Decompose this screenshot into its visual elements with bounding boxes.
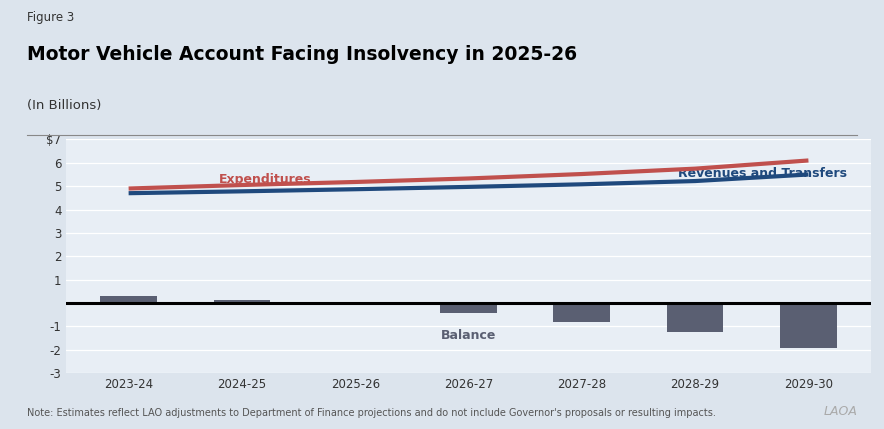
Text: Expenditures: Expenditures [219,173,312,186]
Text: Revenues and Transfers: Revenues and Transfers [678,167,847,180]
Text: Balance: Balance [441,329,496,342]
Bar [667,303,723,332]
Text: (In Billions): (In Billions) [27,99,101,112]
Bar [327,303,384,305]
Text: Figure 3: Figure 3 [27,11,73,24]
Bar [553,303,610,322]
Bar [100,296,157,303]
Bar [440,303,497,313]
Bar [214,299,271,303]
Text: LAOA: LAOA [824,405,857,418]
Text: Note: Estimates reflect LAO adjustments to Department of Finance projections and: Note: Estimates reflect LAO adjustments … [27,408,715,418]
Text: Motor Vehicle Account Facing Insolvency in 2025-26: Motor Vehicle Account Facing Insolvency … [27,45,576,64]
Bar [780,303,837,347]
